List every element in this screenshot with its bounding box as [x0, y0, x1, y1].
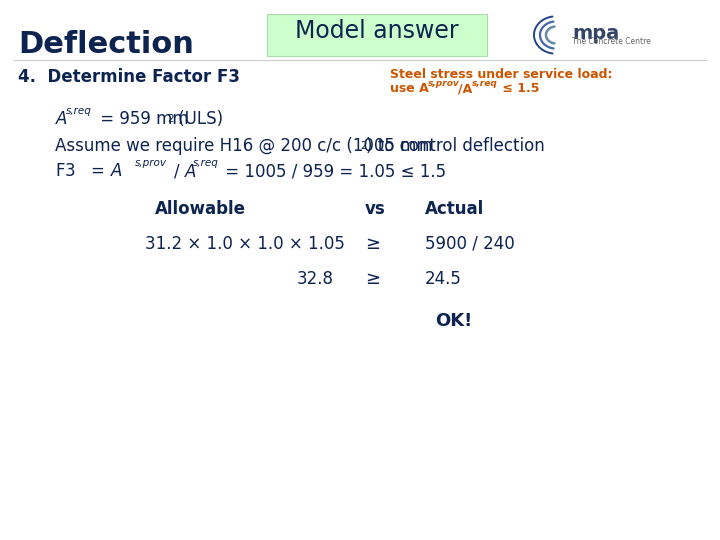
Text: 2: 2	[167, 114, 174, 124]
Text: 4.  Determine Factor F3: 4. Determine Factor F3	[18, 68, 240, 86]
Text: 24.5: 24.5	[425, 270, 462, 288]
Text: The Concrete Centre: The Concrete Centre	[572, 37, 651, 46]
Text: s,prov: s,prov	[135, 158, 167, 168]
Text: Actual: Actual	[425, 200, 485, 218]
Text: = 959 mm: = 959 mm	[95, 110, 189, 128]
Text: s,req: s,req	[193, 158, 219, 168]
Text: use A: use A	[390, 82, 428, 95]
Text: 5900 / 240: 5900 / 240	[425, 235, 515, 253]
Text: s,prov: s,prov	[428, 79, 460, 88]
Text: = 1005 / 959 = 1.05 ≤ 1.5: = 1005 / 959 = 1.05 ≤ 1.5	[220, 162, 446, 180]
Text: s,req: s,req	[472, 79, 498, 88]
Text: Steel stress under service load:: Steel stress under service load:	[390, 68, 613, 81]
Text: Assume we require H16 @ 200 c/c (1005 mm: Assume we require H16 @ 200 c/c (1005 mm	[55, 137, 433, 155]
Text: Deflection: Deflection	[18, 30, 194, 59]
Text: (ULS): (ULS)	[173, 110, 223, 128]
Text: vs: vs	[365, 200, 386, 218]
Text: 32.8: 32.8	[297, 270, 334, 288]
Text: Model answer: Model answer	[295, 19, 459, 43]
Text: Allowable: Allowable	[155, 200, 246, 218]
Text: 31.2 × 1.0 × 1.0 × 1.05: 31.2 × 1.0 × 1.0 × 1.05	[145, 235, 345, 253]
FancyBboxPatch shape	[267, 14, 487, 56]
Text: F3   = $\it{A}$: F3 = $\it{A}$	[55, 162, 122, 180]
Text: OK!: OK!	[435, 312, 472, 330]
Text: 2: 2	[360, 141, 366, 151]
Text: ) to control deflection: ) to control deflection	[366, 137, 545, 155]
Text: mpa: mpa	[572, 24, 619, 43]
Text: $\it{A}$: $\it{A}$	[55, 110, 68, 128]
Text: ≤ 1.5: ≤ 1.5	[498, 82, 539, 95]
Text: /A: /A	[458, 82, 472, 95]
Text: ≥: ≥	[365, 235, 380, 253]
Text: ≥: ≥	[365, 270, 380, 288]
Text: s,req: s,req	[66, 106, 92, 116]
Text: / $\it{A}$: / $\it{A}$	[168, 162, 197, 180]
